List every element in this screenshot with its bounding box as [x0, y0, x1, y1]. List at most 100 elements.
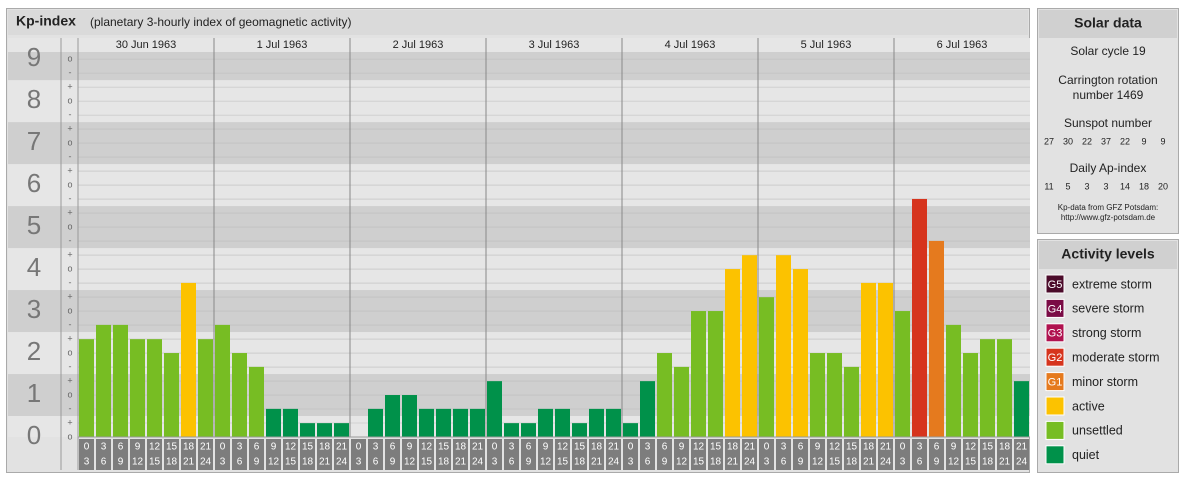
hour-end: 18: [438, 457, 450, 468]
hour-box: [742, 439, 757, 470]
hour-end: 18: [574, 457, 586, 468]
y-tick-label: 4: [27, 252, 41, 282]
hour-end: 24: [880, 457, 892, 468]
hour-box: [691, 439, 706, 470]
hour-box: [470, 439, 485, 470]
hour-end: 12: [948, 457, 960, 468]
minor-tick-label: o: [67, 389, 72, 399]
hour-box: [453, 439, 468, 470]
hour-start: 12: [693, 442, 705, 453]
bar: [385, 395, 400, 437]
hour-box: [334, 439, 349, 470]
hour-start: 21: [744, 442, 756, 453]
hour-box: [436, 439, 451, 470]
hour-start: 0: [220, 442, 226, 453]
hour-box: [844, 439, 859, 470]
legend-swatch: [1045, 347, 1065, 367]
solar-number: 20: [1158, 181, 1168, 191]
minor-tick-label: -: [69, 109, 72, 119]
minor-tick-label: -: [69, 193, 72, 203]
solar-number: 18: [1139, 181, 1149, 191]
hour-box: [725, 439, 740, 470]
hour-end: 9: [254, 457, 260, 468]
date-label: 1 Jul 1963: [257, 39, 308, 51]
hour-start: 6: [390, 442, 396, 453]
source: Kp-data from GFZ Potsdam:: [1058, 203, 1158, 212]
y-tick-label: 5: [27, 210, 41, 240]
hour-start: 6: [798, 442, 804, 453]
minor-tick-label: +: [67, 291, 72, 301]
bar: [215, 324, 230, 437]
solar-number: 14: [1120, 181, 1130, 191]
minor-tick-label: -: [69, 151, 72, 161]
hour-box: [181, 439, 196, 470]
hour-end: 15: [285, 457, 297, 468]
solar-number: 5: [1065, 181, 1070, 191]
hour-end: 3: [492, 457, 498, 468]
hour-box: [657, 439, 672, 470]
hour-end: 15: [149, 457, 161, 468]
sunspot-title: Sunspot number: [1064, 116, 1152, 130]
hour-start: 9: [951, 442, 957, 453]
hour-box: [232, 439, 247, 470]
solar-number: 9: [1141, 136, 1146, 146]
legend-label: minor storm: [1072, 375, 1138, 389]
hour-start: 18: [591, 442, 603, 453]
bar: [487, 381, 502, 437]
y-tick-label: 1: [27, 378, 41, 408]
hour-end: 12: [132, 457, 144, 468]
bar: [317, 423, 332, 437]
hour-end: 21: [183, 457, 195, 468]
legend-swatch: [1045, 420, 1065, 440]
hour-start: 15: [982, 442, 994, 453]
minor-tick-label: -: [69, 403, 72, 413]
legend-label: quiet: [1072, 448, 1100, 462]
y-tick-label: 9: [27, 42, 41, 72]
bar: [929, 240, 944, 437]
hour-end: 24: [200, 457, 212, 468]
hour-box: [878, 439, 893, 470]
solar-number: 22: [1120, 136, 1130, 146]
y-tick-label: 2: [27, 336, 41, 366]
hour-box: [759, 439, 774, 470]
hour-end: 18: [302, 457, 314, 468]
hour-end: 18: [982, 457, 994, 468]
minor-tick-label: +: [67, 207, 72, 217]
hour-start: 0: [764, 442, 770, 453]
hour-end: 12: [812, 457, 824, 468]
hour-end: 21: [727, 457, 739, 468]
minor-tick-label: -: [69, 361, 72, 371]
bar: [436, 408, 451, 437]
bar: [300, 423, 315, 437]
minor-tick-label: o: [67, 54, 72, 64]
hour-end: 6: [509, 457, 515, 468]
solar-number: 3: [1084, 181, 1089, 191]
bar: [912, 198, 927, 437]
hour-start: 12: [557, 442, 569, 453]
solar-cycle: Solar cycle 19: [1070, 44, 1146, 58]
bar: [963, 353, 978, 437]
bar: [776, 255, 791, 437]
hour-box: [249, 439, 264, 470]
solar-number: 27: [1044, 136, 1054, 146]
hour-end: 12: [268, 457, 280, 468]
hour-box: [300, 439, 315, 470]
date-label: 30 Jun 1963: [116, 39, 177, 51]
hour-box: [929, 439, 944, 470]
hour-end: 21: [319, 457, 331, 468]
hour-box: [79, 439, 94, 470]
hour-start: 6: [934, 442, 940, 453]
hour-start: 21: [200, 442, 212, 453]
hour-start: 12: [829, 442, 841, 453]
legend-code: G5: [1048, 279, 1063, 291]
hour-end: 6: [781, 457, 787, 468]
y-tick-label: 6: [27, 168, 41, 198]
minor-tick-label: o: [67, 347, 72, 357]
hour-start: 3: [917, 442, 923, 453]
bar: [980, 339, 995, 437]
hour-start: 21: [336, 442, 348, 453]
hour-end: 3: [220, 457, 226, 468]
bar: [79, 339, 94, 437]
hour-end: 15: [421, 457, 433, 468]
